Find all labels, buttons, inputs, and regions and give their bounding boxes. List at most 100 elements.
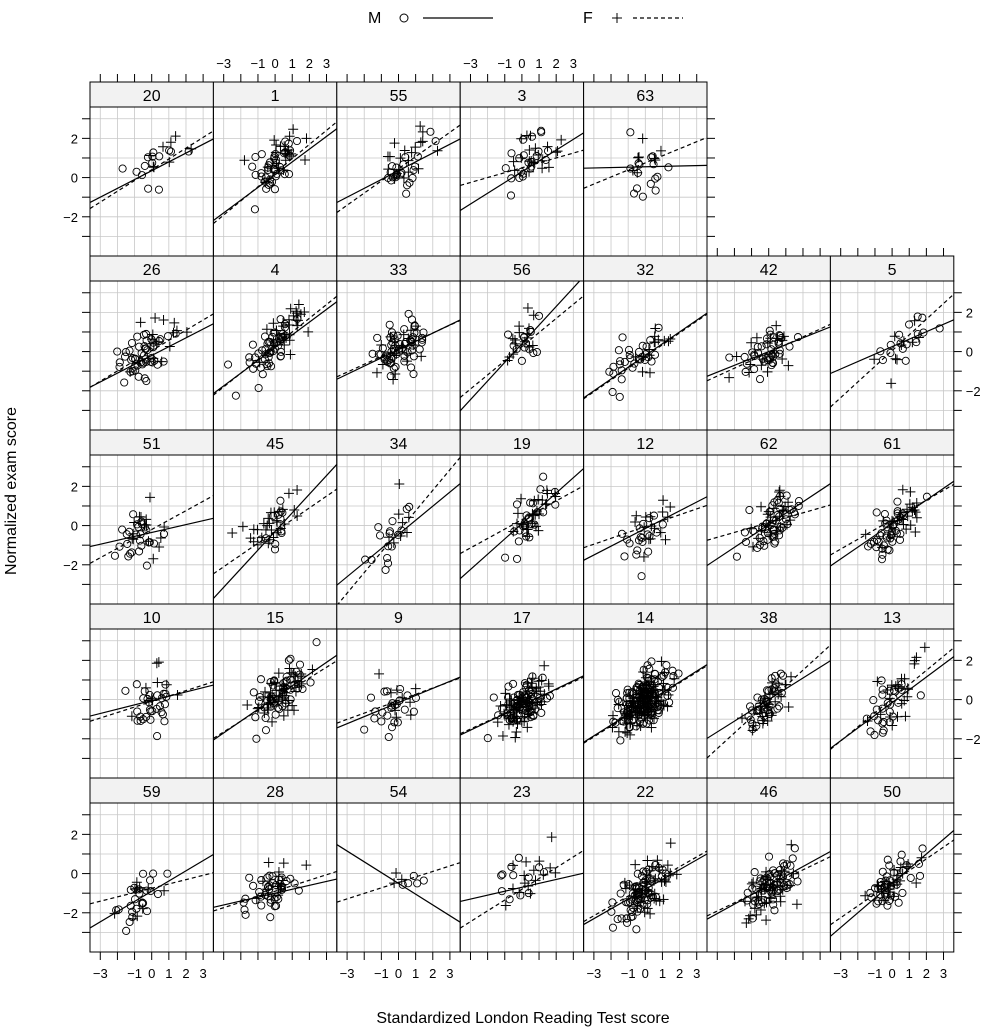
- x-tick-label: −1: [868, 966, 883, 981]
- x-tick-label: 0: [148, 966, 155, 981]
- panel-label: 14: [636, 610, 654, 627]
- point-f: [277, 875, 288, 886]
- point-m: [163, 869, 172, 878]
- panel-grid: [460, 803, 584, 952]
- point-m: [400, 705, 409, 714]
- point-f: [152, 677, 163, 688]
- panel-62: 62: [706, 429, 831, 605]
- point-m: [118, 164, 127, 173]
- panel-marks: [336, 309, 461, 385]
- point-f: [656, 695, 667, 706]
- point-f: [524, 166, 535, 177]
- point-m: [757, 342, 766, 351]
- point-f: [774, 511, 785, 522]
- point-f: [265, 697, 276, 708]
- point-f: [897, 484, 908, 495]
- point-f: [284, 150, 295, 161]
- point-m: [620, 552, 629, 561]
- x-tick-label: 1: [412, 966, 419, 981]
- panel-marks: [460, 126, 584, 212]
- point-f: [886, 378, 897, 389]
- point-m: [905, 320, 914, 329]
- point-f: [301, 860, 312, 871]
- point-f: [529, 495, 540, 506]
- point-f: [504, 694, 515, 705]
- x-tick-label: −3: [833, 966, 848, 981]
- point-f: [533, 525, 544, 536]
- point-m: [501, 164, 510, 173]
- panel-32: 32: [583, 255, 708, 431]
- point-m: [754, 706, 763, 715]
- legend-plus-symbol: [612, 13, 622, 23]
- point-f: [265, 507, 276, 518]
- point-m: [127, 548, 136, 557]
- point-f: [528, 865, 539, 876]
- fit-line-f: [830, 839, 954, 926]
- point-m: [886, 531, 896, 540]
- panel-51: 51 −2 0 2: [63, 429, 214, 605]
- point-m: [505, 895, 514, 904]
- panel-grid: [583, 455, 707, 604]
- point-m: [284, 656, 293, 665]
- panel-marks: [830, 480, 954, 567]
- y-tick-label: 2: [966, 653, 973, 668]
- point-m: [251, 170, 260, 179]
- panel-9: 9: [336, 603, 461, 779]
- point-f: [762, 509, 773, 520]
- point-m: [121, 686, 130, 695]
- point-m: [514, 537, 523, 546]
- panel-marks: [90, 130, 214, 210]
- panel-marks: [583, 656, 707, 745]
- point-f: [744, 367, 755, 378]
- point-f: [662, 701, 673, 712]
- point-f: [401, 348, 412, 359]
- panel-grid: [583, 281, 707, 430]
- point-m: [266, 913, 275, 922]
- point-f: [258, 888, 269, 899]
- point-f: [151, 658, 162, 669]
- point-f: [892, 354, 903, 365]
- point-m: [763, 353, 772, 363]
- point-m: [790, 510, 799, 519]
- point-f: [910, 526, 921, 537]
- point-f: [141, 514, 152, 525]
- panel-38: 38: [706, 603, 831, 779]
- fit-line-m: [460, 675, 584, 736]
- point-m: [385, 320, 394, 329]
- y-tick-label: 0: [71, 867, 78, 882]
- point-f: [653, 696, 664, 707]
- point-m: [128, 912, 137, 922]
- point-m: [160, 717, 169, 726]
- point-m: [626, 164, 635, 173]
- point-f: [746, 878, 757, 889]
- panel-59: 59−3 −1 0 1 2 3−202: [63, 777, 214, 981]
- point-f: [634, 707, 645, 718]
- point-m: [654, 708, 663, 717]
- point-m: [263, 362, 272, 371]
- point-f: [630, 859, 641, 870]
- point-f: [262, 162, 273, 173]
- point-f: [531, 683, 542, 694]
- panel-marks: [90, 312, 214, 388]
- point-m: [782, 491, 791, 500]
- point-f: [524, 709, 535, 720]
- panel-label: 23: [513, 784, 531, 801]
- panel-label: 5: [888, 262, 897, 279]
- point-f: [510, 334, 521, 345]
- point-m: [755, 375, 765, 384]
- point-f: [262, 520, 273, 531]
- panel-marks: [583, 312, 707, 401]
- point-f: [919, 642, 930, 653]
- point-f: [391, 685, 402, 696]
- point-m: [616, 889, 625, 898]
- point-f: [905, 486, 916, 497]
- point-m: [261, 726, 271, 735]
- point-f: [265, 688, 276, 699]
- y-tick-label: 0: [71, 171, 78, 186]
- point-f: [385, 331, 396, 342]
- point-m: [384, 732, 393, 742]
- fit-line-f: [583, 504, 707, 549]
- point-m: [513, 690, 523, 699]
- point-f: [148, 338, 159, 349]
- fit-line-f: [460, 849, 584, 929]
